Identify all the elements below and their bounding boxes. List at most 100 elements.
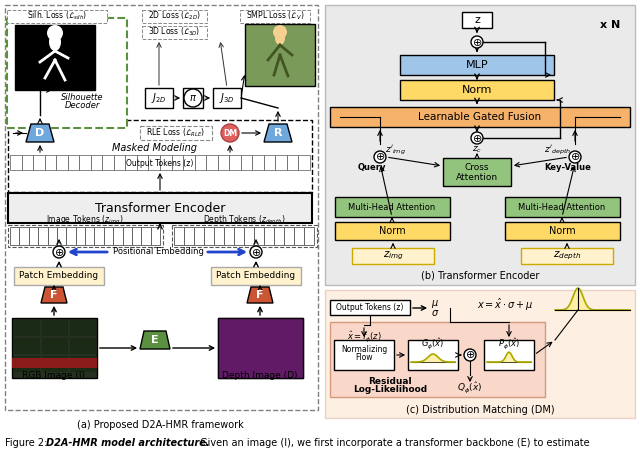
Text: Normalizing: Normalizing (341, 345, 387, 355)
Text: $z_{depth}$: $z_{depth}$ (553, 250, 581, 262)
Bar (8, 193, 312, 223)
Circle shape (184, 89, 202, 107)
Text: Depth Image (D): Depth Image (D) (222, 370, 298, 379)
Text: $\mu$: $\mu$ (431, 298, 439, 310)
Polygon shape (247, 287, 273, 303)
Text: Transformer Encoder: Transformer Encoder (95, 202, 225, 215)
Bar (287, 155, 298, 170)
Text: Residual: Residual (368, 378, 412, 387)
Bar (70, 320, 96, 336)
Circle shape (471, 132, 483, 144)
Polygon shape (140, 331, 170, 349)
Bar (47, 227, 57, 245)
Text: 2D Loss ($\mathcal{L}_{2D}$): 2D Loss ($\mathcal{L}_{2D}$) (148, 10, 200, 22)
Bar (252, 155, 264, 170)
Bar (29, 227, 38, 245)
Text: Multi-Head Attention: Multi-Head Attention (348, 202, 436, 211)
Polygon shape (264, 124, 292, 142)
Bar (330, 300, 410, 315)
Bar (229, 155, 241, 170)
Bar (264, 227, 274, 245)
Bar (484, 340, 534, 370)
Bar (334, 340, 394, 370)
Bar (8, 225, 163, 247)
Bar (335, 222, 450, 240)
Bar (10, 155, 22, 170)
Text: Masked Modeling: Masked Modeling (113, 143, 198, 153)
Text: $\oplus$: $\oplus$ (375, 151, 385, 163)
Text: Patch Embedding: Patch Embedding (19, 272, 99, 281)
Bar (68, 155, 79, 170)
Text: R: R (274, 128, 282, 138)
Text: Learnable Gated Fusion: Learnable Gated Fusion (419, 112, 541, 122)
Text: $\oplus$: $\oplus$ (472, 132, 482, 144)
Bar (10, 227, 19, 245)
Bar (7, 18, 127, 128)
Text: Decoder: Decoder (64, 101, 100, 110)
Bar (174, 227, 184, 245)
Bar (14, 267, 104, 285)
Text: $\hat{x}=f_\phi(z)$: $\hat{x}=f_\phi(z)$ (347, 330, 381, 344)
Text: Norm: Norm (548, 226, 575, 236)
Text: F: F (51, 290, 58, 300)
Text: Query: Query (358, 163, 387, 172)
Bar (42, 320, 68, 336)
Bar (160, 155, 172, 170)
Bar (67, 227, 76, 245)
Bar (195, 155, 206, 170)
Bar (42, 338, 68, 354)
Bar (91, 155, 102, 170)
Text: $z_c$: $z_c$ (472, 145, 482, 155)
Text: $Q_\phi(\hat{x})$: $Q_\phi(\hat{x})$ (458, 381, 483, 396)
Circle shape (53, 246, 65, 258)
Circle shape (273, 25, 287, 39)
Text: $\oplus$: $\oplus$ (472, 36, 482, 48)
Bar (264, 155, 275, 170)
Text: $\oplus$: $\oplus$ (251, 247, 261, 257)
Text: Image Tokens ($z_{img}$): Image Tokens ($z_{img}$) (46, 213, 124, 227)
Bar (218, 318, 303, 378)
Bar (5, 5, 318, 410)
Text: D2A-HMR model architecture.: D2A-HMR model architecture. (46, 438, 210, 448)
Bar (335, 197, 450, 217)
Bar (172, 225, 317, 247)
Bar (94, 227, 104, 245)
Bar (38, 227, 47, 245)
Bar (150, 227, 160, 245)
Bar (274, 227, 284, 245)
Bar (298, 155, 310, 170)
Ellipse shape (49, 33, 61, 51)
Bar (102, 155, 114, 170)
Text: F: F (256, 290, 264, 300)
Bar (33, 155, 45, 170)
Bar (12, 358, 97, 368)
Bar (284, 227, 294, 245)
Text: Silh. Loss ($\mathcal{L}_{silh}$): Silh. Loss ($\mathcal{L}_{silh}$) (27, 10, 87, 22)
Bar (240, 10, 310, 23)
Circle shape (569, 151, 581, 163)
Circle shape (47, 25, 63, 41)
Bar (183, 88, 203, 108)
Circle shape (250, 246, 262, 258)
Bar (325, 290, 635, 418)
Bar (224, 227, 234, 245)
Text: Given an image (I), we first incorporate a transformer backbone (E) to estimate: Given an image (I), we first incorporate… (197, 438, 589, 448)
Text: E: E (151, 335, 159, 345)
Bar (7, 10, 107, 23)
Bar (505, 197, 620, 217)
Bar (22, 155, 33, 170)
Bar (104, 227, 113, 245)
Bar (214, 227, 224, 245)
Text: Patch Embedding: Patch Embedding (216, 272, 296, 281)
Bar (245, 24, 315, 86)
Text: $J_{2D}$: $J_{2D}$ (151, 91, 167, 105)
Bar (194, 227, 204, 245)
Text: Output Tokens (z): Output Tokens (z) (126, 158, 194, 167)
Bar (12, 318, 97, 378)
Text: (a) Proposed D2A-HMR framework: (a) Proposed D2A-HMR framework (77, 420, 243, 430)
Text: Multi-Head Attention: Multi-Head Attention (518, 202, 605, 211)
Text: x N: x N (600, 20, 620, 30)
Text: $z'_{depth}$: $z'_{depth}$ (545, 143, 572, 157)
Text: Key-Value: Key-Value (545, 163, 591, 172)
Text: SMPL Loss ($\mathcal{L}_V$): SMPL Loss ($\mathcal{L}_V$) (246, 10, 304, 22)
